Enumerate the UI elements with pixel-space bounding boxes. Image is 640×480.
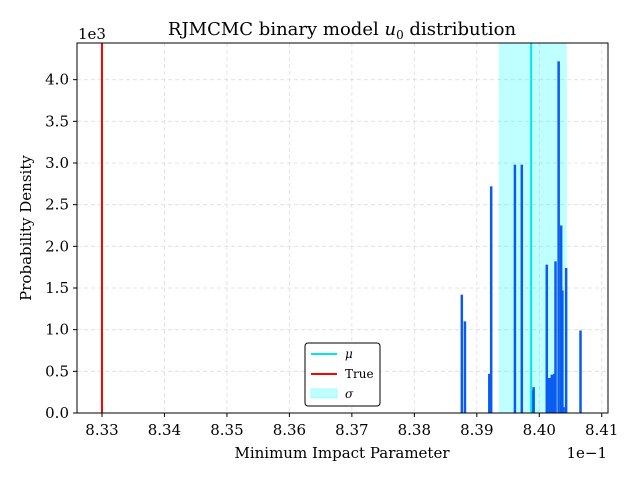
chart-title: RJMCMC binary model u0 distribution [168, 19, 517, 42]
x-axis-label: Minimum Impact Parameter [234, 444, 450, 462]
histogram-bar [562, 407, 565, 413]
histogram-bar [460, 294, 464, 413]
y-offset-label: 1e3 [78, 25, 106, 43]
histogram-bar [561, 290, 564, 413]
y-tick-label: 2.5 [45, 196, 69, 214]
histogram-bar [489, 186, 493, 413]
reference-lines [100, 43, 533, 413]
x-tick-label: 8.34 [148, 421, 181, 439]
histogram-bar [564, 268, 568, 413]
chart-title-tail: distribution [404, 19, 517, 40]
plot-frame [76, 42, 609, 414]
histogram-bar [548, 378, 551, 413]
y-tick-label: 1.5 [45, 279, 69, 297]
x-tick-label: 8.39 [460, 421, 493, 439]
y-tick-label: 3.0 [45, 154, 69, 172]
histogram-bar [532, 387, 535, 413]
legend-mu-label: μ [345, 347, 353, 361]
chart-title-subscript: 0 [396, 28, 404, 42]
histogram-bar [488, 373, 491, 413]
histogram-bar [554, 261, 557, 413]
y-tick-label: 1.0 [45, 321, 69, 339]
y-tick-label: 0.0 [45, 404, 69, 422]
axis-ticks: 8.33 8.34 8.35 8.36 8.37 8.38 8.39 8.40 8.41 0.0 0… [45, 71, 618, 439]
chart-title-var: u [384, 19, 396, 40]
legend-box [304, 342, 381, 407]
y-tick-label: 0.5 [45, 362, 69, 380]
y-tick-label: 2.0 [45, 237, 69, 255]
y-tick-label: 4.0 [45, 71, 69, 89]
x-tick-label: 8.38 [398, 421, 431, 439]
x-tick-label: 8.33 [85, 421, 118, 439]
x-tick-label: 8.35 [210, 421, 243, 439]
y-axis-label: Probability Density [17, 155, 35, 301]
histogram-bar [513, 164, 517, 413]
histogram-bar [520, 164, 524, 413]
x-tick-label: 8.37 [335, 421, 368, 439]
legend-sigma-label: σ [345, 387, 354, 401]
x-tick-label: 8.40 [523, 421, 556, 439]
x-tick-label: 8.41 [585, 421, 618, 439]
histogram-bar [579, 330, 582, 413]
histogram-bars [460, 61, 582, 413]
legend: μ True σ [304, 342, 381, 407]
histogram-bar [557, 61, 560, 413]
histogram-bar [550, 374, 554, 413]
histogram-bar [463, 321, 467, 413]
legend-sigma-swatch [310, 388, 338, 399]
histogram-bar [545, 264, 549, 413]
x-tick-label: 8.36 [273, 421, 306, 439]
legend-true-label: True [345, 367, 374, 381]
x-offset-label: 1e−1 [566, 444, 607, 462]
chart-title-main: RJMCMC binary model [168, 19, 385, 40]
y-tick-label: 3.5 [45, 112, 69, 130]
